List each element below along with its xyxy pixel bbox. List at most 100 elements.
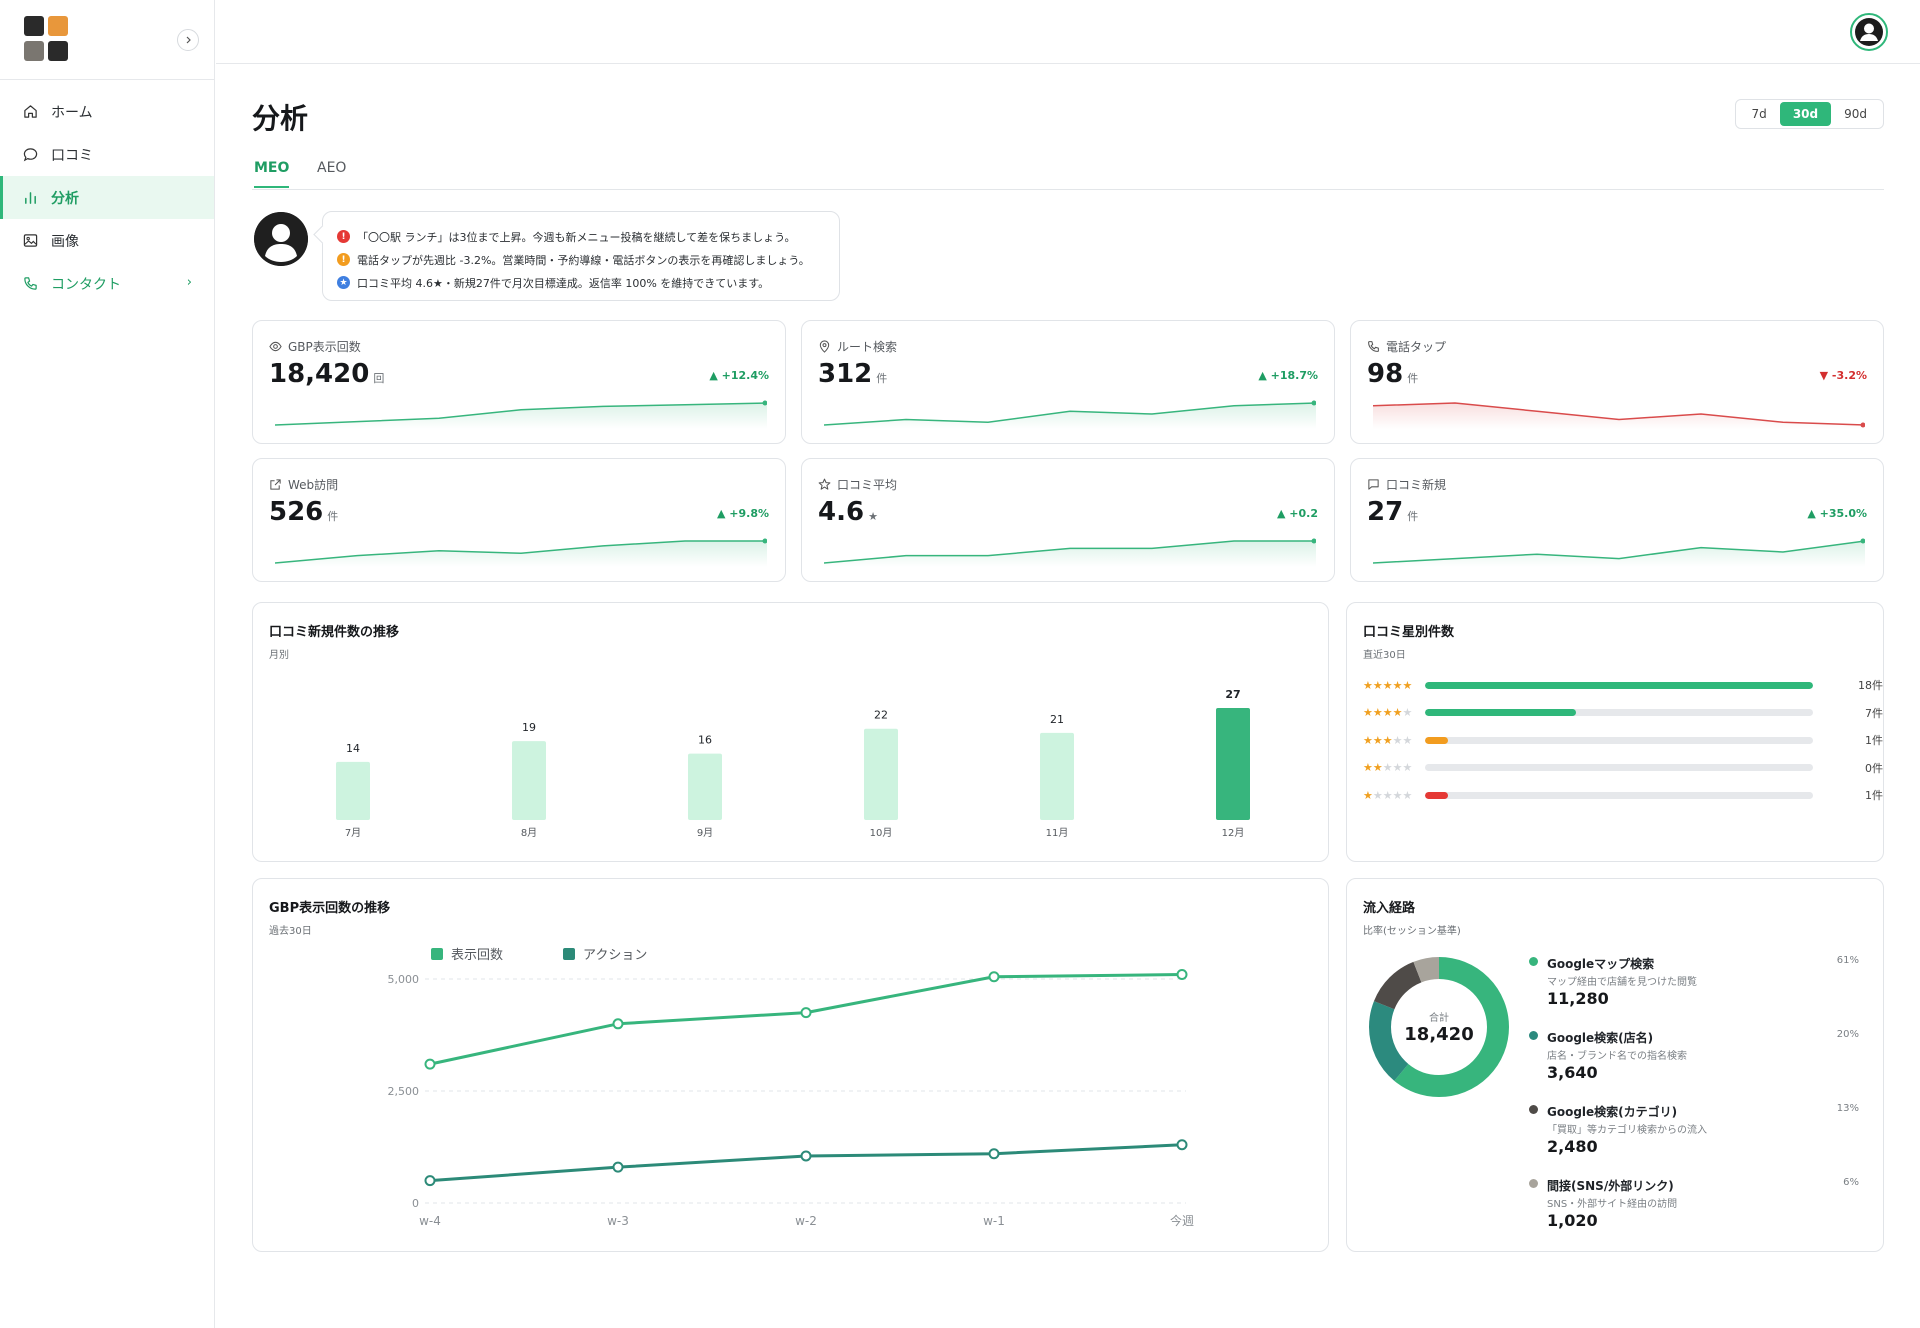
assistant-avatar xyxy=(254,212,308,266)
traffic-source-percent: 61% xyxy=(1836,955,1859,966)
kpi-label: Web訪問 xyxy=(269,476,338,493)
data-point[interactable] xyxy=(424,1058,436,1070)
sidebar-item-reviews[interactable]: 口コミ xyxy=(0,133,214,176)
data-point[interactable] xyxy=(612,1018,624,1030)
kpi-card-new-reviews[interactable]: 口コミ新規 27 件 ▲ +35.0% xyxy=(1350,458,1884,582)
phone-icon xyxy=(1367,340,1380,353)
app-logo[interactable] xyxy=(24,16,70,62)
sparkline-area xyxy=(1373,403,1865,429)
sparkline-line xyxy=(1373,540,1865,564)
bar-value-label: 27 xyxy=(1225,688,1240,701)
sparkline-line xyxy=(1373,402,1865,426)
traffic-source-value: 3,640 xyxy=(1547,1063,1598,1082)
traffic-source-item: Google検索(カテゴリ) 「買取」等カテゴリ検索からの流入 2,480 13% xyxy=(1529,1103,1875,1163)
bar[interactable] xyxy=(1040,732,1074,820)
sparkline-endpoint xyxy=(762,400,767,406)
trend-up-icon: ▲ xyxy=(1258,369,1271,382)
data-point[interactable] xyxy=(612,1161,624,1173)
star-count: 18件 xyxy=(1858,679,1883,692)
range-option-7d[interactable]: 7d xyxy=(1751,107,1767,121)
star-rating-icon: ★★★★★ xyxy=(1363,678,1413,692)
bar[interactable] xyxy=(512,741,546,820)
star-count: 7件 xyxy=(1865,706,1883,720)
kpi-unit: 件 xyxy=(1407,372,1419,385)
star-bar-fill xyxy=(1425,791,1449,799)
trend-up-icon: ▲ xyxy=(1807,507,1820,520)
sidebar-item-label: 分析 xyxy=(51,190,79,207)
traffic-source-panel: 流入経路 比率(セッション基準) 合計 18,420 Googleマップ検索 マッ… xyxy=(1346,878,1884,1252)
kpi-delta-text: +9.8% xyxy=(729,507,769,520)
kpi-label-text: GBP表示回数 xyxy=(288,340,361,354)
x-tick-label: w-2 xyxy=(795,1214,817,1228)
data-point[interactable] xyxy=(1176,969,1188,981)
bar[interactable] xyxy=(688,753,722,820)
sparkline xyxy=(275,400,767,429)
legend-dot xyxy=(1529,957,1538,966)
bar-value-label: 21 xyxy=(1050,713,1064,726)
bar[interactable] xyxy=(1216,708,1250,820)
sidebar-item-contact[interactable]: コンタクト › xyxy=(0,262,214,305)
chat-bubble-icon xyxy=(22,147,38,163)
panel-title: 口コミ星別件数 xyxy=(1363,625,1455,640)
bar-value-label: 14 xyxy=(346,742,360,755)
sidebar-item-images[interactable]: 画像 xyxy=(0,219,214,262)
logo-tile xyxy=(48,41,68,61)
sparkline xyxy=(1373,402,1865,429)
bar[interactable] xyxy=(336,761,370,820)
data-point[interactable] xyxy=(988,1148,1000,1160)
sparkline-endpoint xyxy=(1311,538,1316,544)
y-tick-label: 0 xyxy=(412,1197,419,1210)
donut-slice[interactable] xyxy=(1369,957,1509,1097)
star-bar-track xyxy=(1425,736,1813,744)
legend-label: 表示回数 xyxy=(451,948,503,963)
sidebar-collapse-button[interactable] xyxy=(177,29,199,51)
kpi-value: 312 件 xyxy=(818,359,887,389)
star-row: ★★★★★ 18件 xyxy=(1363,677,1883,693)
data-point[interactable] xyxy=(800,1150,812,1162)
tab-aeo[interactable]: AEO xyxy=(317,160,347,176)
sidebar-item-home[interactable]: ホーム xyxy=(0,90,214,133)
x-tick-label: 今週 xyxy=(1170,1213,1194,1228)
kpi-label: 電話タップ xyxy=(1367,338,1446,355)
star-icon: ★ xyxy=(337,276,350,289)
star-count: 1件 xyxy=(1865,789,1883,802)
kpi-delta-text: +18.7% xyxy=(1270,369,1318,382)
sparkline-line xyxy=(824,540,1316,564)
sparkline xyxy=(275,538,767,567)
traffic-source-description: 「買取」等カテゴリ検索からの流入 xyxy=(1547,1125,1707,1136)
y-tick-label: 5,000 xyxy=(388,973,420,986)
sparkline-area xyxy=(824,403,1316,429)
bar[interactable] xyxy=(864,728,898,820)
kpi-card-review-average[interactable]: 口コミ平均 4.6 ★ ▲ +0.2 xyxy=(801,458,1335,582)
traffic-source-name: Google検索(カテゴリ) xyxy=(1547,1105,1678,1119)
insight-tip-star: ★ 口コミ平均 4.6★・新規27件で月次目標達成。返信率 100% を維持でき… xyxy=(337,271,839,294)
range-option-30d[interactable]: 30d xyxy=(1779,102,1832,126)
sparkline xyxy=(824,400,1316,429)
data-point[interactable] xyxy=(1176,1139,1188,1151)
range-option-90d[interactable]: 90d xyxy=(1844,107,1867,121)
user-avatar[interactable] xyxy=(1850,13,1888,51)
kpi-card-phone-taps[interactable]: 電話タップ 98 件 ▼ -3.2% xyxy=(1350,320,1884,444)
external-link-icon xyxy=(269,478,282,491)
tab-meo[interactable]: MEO xyxy=(254,160,290,188)
insight-text: 「〇〇駅 ランチ」は3位まで上昇。今週も新メニュー投稿を継続して差を保ちましょう… xyxy=(357,230,796,244)
data-point[interactable] xyxy=(424,1175,436,1187)
trend-down-icon: ▼ xyxy=(1819,369,1832,382)
top-bar xyxy=(216,0,1920,64)
traffic-source-percent: 13% xyxy=(1836,1103,1859,1114)
kpi-card-web-visits[interactable]: Web訪問 526 件 ▲ +9.8% xyxy=(252,458,786,582)
legend-swatch xyxy=(563,948,575,960)
legend-dot xyxy=(1529,1179,1538,1188)
traffic-source-value: 11,280 xyxy=(1547,989,1609,1008)
sidebar-item-analytics[interactable]: 分析 xyxy=(0,176,214,219)
kpi-value: 98 件 xyxy=(1367,359,1418,389)
kpi-value-number: 312 xyxy=(818,359,873,389)
kpi-delta-text: -3.2% xyxy=(1831,369,1867,382)
kpi-label-text: 口コミ平均 xyxy=(837,478,898,492)
data-point[interactable] xyxy=(988,971,1000,983)
panel-title: 口コミ新規件数の推移 xyxy=(269,625,400,640)
kpi-card-gbp-views[interactable]: GBP表示回数 18,420 回 ▲ +12.4% xyxy=(252,320,786,444)
kpi-card-route-search[interactable]: ルート検索 312 件 ▲ +18.7% xyxy=(801,320,1335,444)
donut-slice[interactable] xyxy=(1369,957,1509,1097)
data-point[interactable] xyxy=(800,1007,812,1019)
